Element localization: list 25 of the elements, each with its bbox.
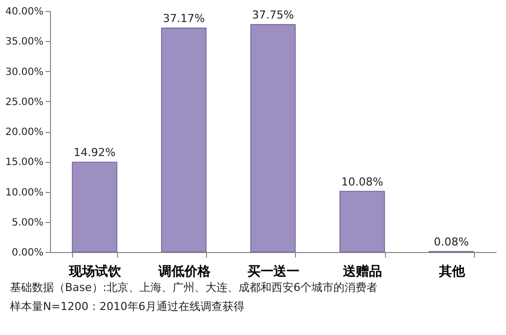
data-label: 0.08% — [434, 236, 469, 249]
x-tick-label: 送赠品 — [342, 264, 382, 280]
bar — [340, 190, 385, 252]
data-label: 37.17% — [162, 12, 205, 26]
x-tick-label: 现场试饮 — [68, 264, 122, 280]
x-tick-label: 调低价格 — [157, 264, 212, 280]
bar — [250, 24, 296, 252]
data-label: 14.92% — [74, 146, 116, 160]
bar — [72, 162, 118, 252]
y-tick-label: 35.00% — [5, 36, 44, 48]
y-tick-label: 0.00% — [12, 248, 44, 258]
y-tick-label: 25.00% — [5, 96, 44, 108]
y-tick-label: 40.00% — [5, 6, 44, 18]
x-tick-label: 买一送一 — [248, 264, 300, 280]
y-tick-label: 5.00% — [12, 217, 44, 228]
y-tick-label: 30.00% — [5, 66, 44, 78]
y-tick-label: 20.00% — [5, 127, 44, 138]
data-label: 10.08% — [341, 175, 384, 188]
text: 基础数据（Base）:北京、上海、广州、大连、成都和西安6个城市的消费者 — [10, 280, 378, 296]
data-label: 37.75% — [252, 8, 294, 22]
y-tick-label: 15.00% — [5, 157, 44, 168]
text: 样本量N=1200：2010年6月通过在线调查获得 — [10, 299, 246, 315]
y-tick-label: 10.00% — [5, 187, 44, 198]
x-tick-label: 其他 — [438, 264, 466, 280]
bar — [161, 28, 206, 252]
